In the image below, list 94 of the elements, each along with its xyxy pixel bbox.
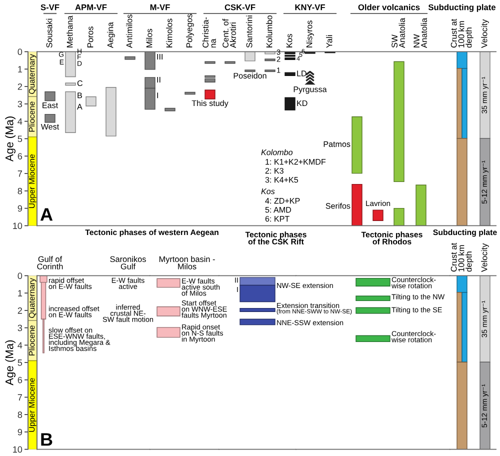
series-label: Quaternary — [28, 54, 36, 94]
series-label: Pliocene — [28, 326, 35, 356]
y-tick-label: 0 — [18, 48, 22, 56]
annotation: Kolombo — [261, 149, 293, 156]
y-tick-label: 9 — [18, 205, 22, 212]
annotation: KD — [297, 100, 308, 106]
x-tick-label: Cent. of Akrotiri — [222, 18, 236, 48]
x-tick-label: Yali — [326, 35, 332, 48]
y-tick-label: 7 — [18, 394, 22, 400]
x-tick-label: SW Anatolia — [392, 18, 405, 48]
bar — [240, 318, 276, 326]
annotation: 1: K1+K2+KMDF — [266, 158, 326, 165]
text: APM-VF — [75, 4, 107, 10]
y-tick-label: 5 — [18, 360, 22, 366]
series-label: Pliocene — [28, 102, 35, 132]
y-tick-label: 2 — [18, 83, 22, 90]
x-tick-label: Aegina — [107, 22, 115, 48]
annotation: III — [157, 54, 162, 60]
annotation: 2: K3 — [265, 168, 284, 174]
annotation: A — [40, 208, 53, 221]
x-tick-label: Kos — [286, 34, 292, 48]
y-tick-label: 5 — [18, 136, 22, 142]
x-tick-label: Crust at 100 km depth — [450, 242, 474, 272]
x-tick-label: Gulf of Corinth — [37, 256, 63, 270]
annotation: A — [77, 104, 82, 110]
x-tick-label: Sousaki — [46, 18, 52, 48]
text: CSK-VF — [224, 4, 256, 10]
annotation: LD — [297, 70, 306, 76]
y-tick-label: 8 — [18, 412, 22, 418]
bar — [356, 296, 390, 302]
y-tick-label: 9 — [18, 428, 22, 436]
y-axis-title: Age (Ma) — [5, 116, 16, 162]
x-tick-label: Nisyros — [306, 20, 314, 48]
annotation: 5: AMD — [265, 207, 292, 213]
series-label: Quaternary — [28, 278, 36, 318]
y-tick-label: 1 — [18, 290, 22, 296]
x-tick-label: Kimolos — [166, 18, 172, 48]
x-tick-label: Myrtoon basin - Milos — [159, 256, 215, 270]
series-label: Upper Miocene — [28, 378, 36, 432]
bar — [356, 335, 390, 342]
y-tick-label: 1 — [18, 66, 22, 72]
annotation: Kos — [261, 188, 275, 194]
annotation: B — [41, 433, 52, 446]
bar — [356, 307, 390, 314]
y-tick-label: 6 — [18, 153, 22, 160]
annotation: Patmos — [324, 141, 350, 147]
bar — [356, 278, 390, 286]
annotation: East — [42, 102, 58, 108]
x-tick-label: Polyegos — [186, 14, 194, 48]
text: M-VF — [150, 4, 170, 10]
x-tick-label: Velocity — [481, 19, 489, 48]
annotation: C — [77, 80, 83, 86]
x-tick-label: Milos — [146, 28, 152, 48]
annotation: Pyrgussa — [294, 86, 327, 94]
x-tick-label: Saronikos Gulf — [110, 256, 146, 270]
y-tick-label: 3 — [18, 324, 22, 332]
annotation: Serifos — [326, 202, 350, 209]
bar — [240, 277, 276, 286]
y-tick-label: 10 — [13, 222, 22, 230]
x-tick-label: Methana — [66, 16, 73, 48]
y-tick-label: 3 — [18, 100, 22, 108]
y-axis-title: Age (Ma) — [5, 340, 16, 386]
text: S-VF — [40, 4, 60, 10]
annotation: Poseidon — [234, 72, 266, 79]
text: Older volcanics — [358, 4, 420, 10]
x-tick-label: NW Anatolia — [414, 18, 427, 48]
annotation: West — [40, 124, 60, 130]
bar — [240, 284, 276, 302]
x-tick-label: Kolumbo — [266, 15, 272, 48]
annotation: 3: K4+K5 — [265, 176, 298, 183]
x-tick-label: Antimilos — [126, 14, 132, 48]
y-tick-label: 7 — [18, 170, 22, 177]
series-label: Upper Miocene — [28, 154, 36, 208]
text: Subducting plate — [428, 4, 496, 12]
y-tick-label: 0 — [18, 272, 22, 280]
annotation: I — [157, 92, 158, 98]
x-tick-label: Velocity — [481, 243, 489, 272]
annotation: 4: ZD+KP — [265, 198, 300, 204]
y-tick-label: 2 — [18, 307, 22, 314]
y-tick-label: 4 — [18, 342, 22, 348]
text: KNY-VF — [295, 4, 325, 10]
x-tick-label: Santorini — [246, 16, 252, 48]
annotation: B — [78, 92, 82, 98]
y-tick-label: 6 — [18, 376, 22, 384]
bar — [240, 308, 276, 312]
annotation: II — [157, 76, 160, 82]
y-tick-label: 8 — [18, 188, 22, 194]
x-tick-label: Christia- na — [202, 17, 216, 48]
annotation: 6: KPT — [265, 216, 290, 222]
y-tick-label: 10 — [13, 446, 22, 453]
x-tick-label: Crust at 100 km depth — [450, 18, 474, 48]
annotation: This study — [192, 100, 228, 108]
x-tick-label: Poros — [87, 26, 94, 48]
y-tick-label: 4 — [18, 118, 22, 125]
